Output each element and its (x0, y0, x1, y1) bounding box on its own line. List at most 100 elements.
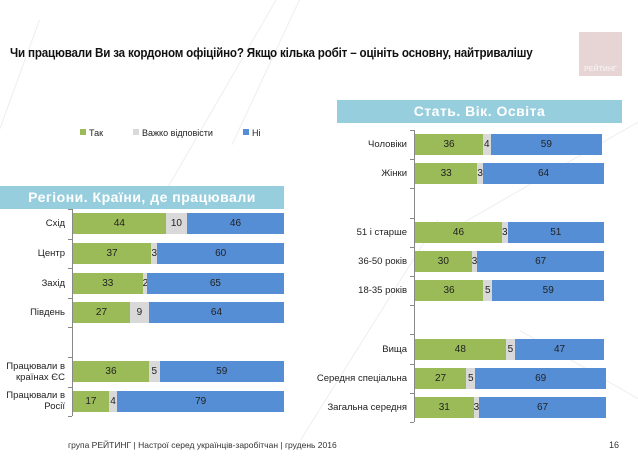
bar-segment-yes: 36 (73, 361, 149, 383)
footer-text: група РЕЙТИНГ | Настрої серед українців-… (68, 440, 337, 450)
category-label: Працювали в Росії (6, 390, 65, 413)
data-label: 46 (452, 226, 465, 238)
data-label: 36 (105, 366, 117, 378)
data-label: 67 (537, 401, 549, 413)
axis-tick (410, 159, 414, 161)
bar-segment-no: 51 (507, 221, 604, 243)
bar-segment-yes: 44 (73, 213, 166, 235)
bar-segment-hard: 5 (148, 361, 160, 383)
category-label: Загальна середня (327, 401, 407, 413)
legend-label: Так (89, 128, 104, 138)
data-label: 3 (501, 226, 508, 238)
legend-label: Ні (252, 128, 261, 138)
category-label: Жінки (381, 168, 407, 180)
data-label: 3 (473, 401, 480, 413)
data-label: 36 (443, 139, 455, 151)
bar-segment-hard: 5 (483, 280, 493, 302)
data-label: 33 (102, 277, 114, 289)
category-label: Захід (41, 277, 65, 289)
bar-segment-no: 67 (477, 250, 604, 272)
data-label: 10 (170, 218, 182, 230)
data-label: 30 (437, 255, 449, 267)
data-label: 17 (85, 395, 97, 407)
data-label: 4 (110, 395, 116, 407)
axis-tick (410, 334, 414, 336)
data-label: 2 (142, 277, 149, 289)
bar-segment-yes: 33 (73, 272, 143, 294)
category-label: Середня спеціальна (316, 372, 407, 384)
legend-item-hard: Важко відповісти (133, 128, 213, 138)
axis-tick (410, 130, 414, 131)
bar-segment-no: 59 (490, 134, 603, 156)
bar-segment-hard: 4 (483, 134, 491, 156)
bar-segment-no: 59 (159, 361, 284, 383)
bar-segment-yes: 36 (415, 280, 484, 302)
category-label: Вища (382, 343, 407, 355)
bar-segment-no: 67 (479, 396, 606, 418)
data-label: 51 (550, 226, 562, 238)
bar-segment-hard: 3 (151, 242, 158, 264)
category-label: 36-50 років (358, 255, 407, 267)
bar-segment-no: 65 (146, 272, 284, 294)
bar-segment-hard: 3 (477, 163, 484, 185)
data-label: 67 (535, 255, 547, 267)
logo-text: РЕЙТИНГ (584, 66, 617, 73)
bar-segment-no: 46 (186, 213, 284, 235)
data-label: 59 (216, 366, 228, 378)
data-label: 36 (443, 285, 455, 297)
bar-segment-no: 64 (148, 302, 284, 324)
data-label: 4 (484, 139, 490, 151)
axis-tick (410, 188, 414, 190)
rating-logo: РЕЙТИНГ (579, 32, 622, 76)
category-label: Працювали в країнах ЄС (6, 360, 65, 383)
axis-tick (68, 357, 72, 358)
data-label: 60 (215, 247, 227, 259)
axis-tick (68, 416, 72, 418)
bar-segment-no: 64 (483, 163, 604, 185)
bar-segment-yes: 36 (415, 134, 484, 156)
data-label: 64 (210, 307, 223, 319)
data-label: 46 (229, 218, 242, 230)
data-label: 59 (542, 285, 554, 297)
bar-segment-hard: 3 (473, 396, 480, 418)
data-label: 48 (454, 343, 466, 355)
axis-tick (410, 276, 414, 277)
bar-segment-no: 69 (475, 367, 606, 389)
bar-segment-no: 60 (157, 242, 284, 264)
axis-tick (68, 386, 72, 388)
data-label: 31 (438, 401, 450, 413)
axis-tick (68, 268, 72, 270)
bar-segment-no: 59 (492, 280, 604, 302)
bar-segment-yes: 27 (73, 302, 130, 324)
axis-tick (68, 327, 72, 329)
legend-swatch-no (243, 129, 249, 135)
bar-segment-hard: 3 (501, 221, 508, 243)
axis-tick (410, 422, 414, 423)
category-axis (414, 130, 415, 422)
bar-segment-hard: 9 (129, 302, 149, 324)
bar-segment-hard: 2 (142, 272, 149, 294)
page-title: Чи працювали Ви за кордоном офіційно? Як… (10, 46, 533, 60)
data-label: 65 (209, 277, 221, 289)
data-label: 5 (151, 366, 157, 378)
page-number: 16 (609, 440, 620, 450)
data-label: 79 (195, 395, 207, 407)
category-label: 18-35 років (358, 285, 407, 297)
bar-segment-no: 47 (515, 338, 604, 360)
axis-tick (410, 392, 414, 394)
data-label: 47 (554, 343, 566, 355)
bar-segment-yes: 46 (415, 221, 502, 243)
data-label: 44 (113, 218, 125, 230)
data-label: 3 (471, 255, 478, 267)
axis-tick (68, 297, 72, 299)
bar-segment-hard: 10 (165, 213, 187, 235)
data-label: 3 (151, 247, 157, 259)
chart-title-regions: Регіони. Країни, де працювали (0, 186, 284, 209)
bar-segment-hard: 3 (471, 250, 478, 272)
category-label: Південь (30, 307, 65, 319)
data-label: 5 (467, 372, 474, 384)
bar-segment-no: 79 (117, 390, 284, 412)
axis-tick (410, 363, 414, 365)
data-label: 64 (537, 168, 550, 180)
bar-segment-yes: 31 (415, 396, 474, 418)
